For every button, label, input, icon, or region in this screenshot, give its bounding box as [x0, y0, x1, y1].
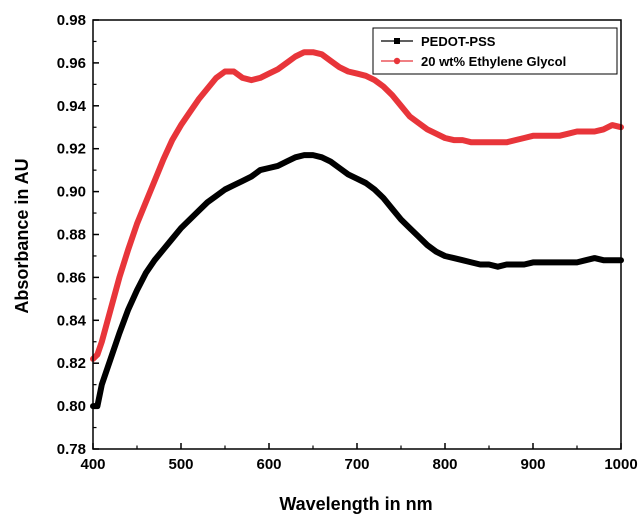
series-line-pedot-pss: [90, 152, 624, 410]
x-tick-label: 600: [256, 456, 281, 473]
x-axis-title: Wavelength in nm: [279, 494, 432, 514]
y-tick-label: 0.82: [57, 355, 86, 372]
legend: PEDOT-PSS 20 wt% Ethylene Glycol: [372, 27, 618, 75]
series-line-ethylene-glycol: [90, 49, 624, 362]
y-tick-label: 0.94: [57, 98, 87, 115]
y-tick-label: 0.90: [57, 184, 86, 201]
x-tick-label: 700: [344, 456, 369, 473]
y-tick-label: 0.88: [57, 227, 86, 244]
x-tick-label: 500: [168, 456, 193, 473]
y-tick-label: 0.80: [57, 398, 86, 415]
legend-label: 20 wt% Ethylene Glycol: [421, 54, 566, 69]
y-axis-title: Absorbance in AU: [12, 158, 32, 313]
x-tick-label: 800: [432, 456, 457, 473]
x-tick-label: 900: [520, 456, 545, 473]
legend-marker-circle: [393, 57, 401, 65]
y-tick-label: 0.98: [57, 12, 86, 29]
legend-label: PEDOT-PSS: [421, 34, 496, 49]
y-tick-label: 0.96: [57, 55, 86, 72]
y-tick-label: 0.86: [57, 269, 86, 286]
y-tick-label: 0.78: [57, 441, 86, 458]
axes: 0.78 0.80 0.82 0.84 0.86 0.88 0.90 0.92 0.94 0.96…: [57, 12, 638, 473]
x-tick-label: 1000: [604, 456, 637, 473]
legend-marker-square: [394, 38, 400, 44]
legend-box: [372, 27, 618, 75]
x-tick-label: 400: [80, 456, 105, 473]
y-tick-label: 0.92: [57, 141, 86, 158]
plot-area: [90, 49, 624, 410]
y-tick-label: 0.84: [57, 312, 87, 329]
